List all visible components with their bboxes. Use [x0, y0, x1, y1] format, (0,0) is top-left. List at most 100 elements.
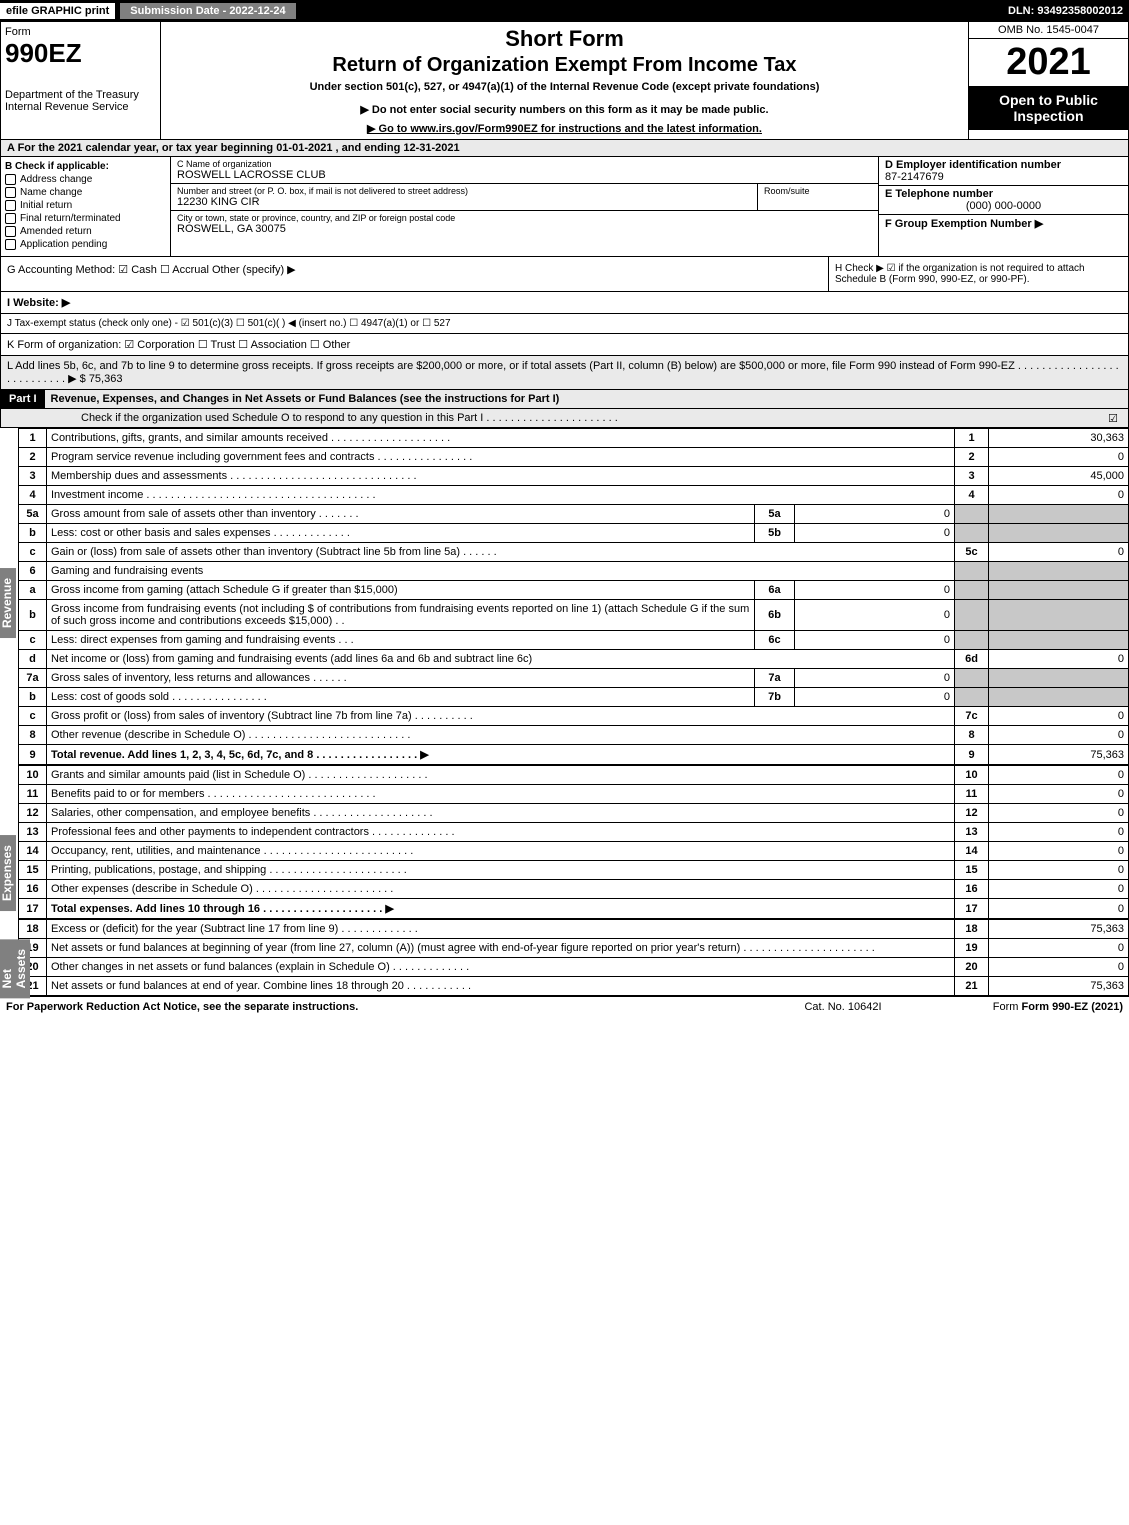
- footer-formref: Form Form 990-EZ (2021): [943, 1001, 1123, 1013]
- line-19: 19Net assets or fund balances at beginni…: [19, 939, 1129, 958]
- part-i-checknote: Check if the organization used Schedule …: [0, 409, 1129, 428]
- dln-label: DLN: 93492358002012: [1008, 5, 1129, 17]
- chk-final-return[interactable]: Final return/terminated: [5, 213, 166, 224]
- line-8: 8Other revenue (describe in Schedule O) …: [19, 726, 1129, 745]
- org-name: ROSWELL LACROSSE CLUB: [177, 169, 872, 181]
- col-b-checkboxes: B Check if applicable: Address change Na…: [1, 157, 171, 256]
- g-accounting: G Accounting Method: ☑ Cash ☐ Accrual Ot…: [1, 257, 828, 291]
- header-right: OMB No. 1545-0047 2021 Open to Public In…: [968, 22, 1128, 139]
- line-5b: bLess: cost or other basis and sales exp…: [19, 524, 1129, 543]
- line-3: 3Membership dues and assessments . . . .…: [19, 467, 1129, 486]
- street-row: Number and street (or P. O. box, if mail…: [171, 184, 878, 211]
- netassets-section: Net Assets 18Excess or (deficit) for the…: [0, 919, 1129, 996]
- line-6: 6Gaming and fundraising events: [19, 562, 1129, 581]
- f-group-exemption: F Group Exemption Number ▶: [879, 215, 1128, 232]
- ssn-note: ▶ Do not enter social security numbers o…: [165, 103, 964, 116]
- tel-val: (000) 000-0000: [885, 200, 1122, 212]
- org-name-lbl: C Name of organization: [177, 159, 872, 169]
- chk-label: Amended return: [20, 226, 92, 237]
- row-i-website: I Website: ▶: [0, 292, 1129, 314]
- line-14: 14Occupancy, rent, utilities, and mainte…: [19, 842, 1129, 861]
- line-10: 10Grants and similar amounts paid (list …: [19, 766, 1129, 785]
- e-telephone: E Telephone number (000) 000-0000: [879, 186, 1128, 215]
- line-12: 12Salaries, other compensation, and empl…: [19, 804, 1129, 823]
- header-left: Form 990EZ Department of the Treasury In…: [1, 22, 161, 139]
- chk-label: Initial return: [20, 200, 72, 211]
- chk-label: Name change: [20, 187, 82, 198]
- row-a-calendar: A For the 2021 calendar year, or tax yea…: [0, 140, 1129, 157]
- submission-date: Submission Date - 2022-12-24: [119, 2, 296, 20]
- omb-number: OMB No. 1545-0047: [969, 22, 1128, 39]
- header-center: Short Form Return of Organization Exempt…: [161, 22, 968, 139]
- line-21: 21Net assets or fund balances at end of …: [19, 977, 1129, 996]
- chk-name-change[interactable]: Name change: [5, 187, 166, 198]
- form-word: Form: [5, 26, 156, 38]
- footer-catno: Cat. No. 10642I: [743, 1001, 943, 1013]
- chk-amended-return[interactable]: Amended return: [5, 226, 166, 237]
- tax-year: 2021: [969, 39, 1128, 86]
- line-13: 13Professional fees and other payments t…: [19, 823, 1129, 842]
- line-4: 4Investment income . . . . . . . . . . .…: [19, 486, 1129, 505]
- line-2: 2Program service revenue including gover…: [19, 448, 1129, 467]
- form-number: 990EZ: [5, 38, 156, 69]
- revenue-side-tab: Revenue: [0, 568, 16, 638]
- row-l-gross-receipts: L Add lines 5b, 6c, and 7b to line 9 to …: [0, 356, 1129, 390]
- chk-application-pending[interactable]: Application pending: [5, 239, 166, 250]
- netassets-side-tab: Net Assets: [0, 939, 30, 998]
- open-public: Open to Public Inspection: [969, 86, 1128, 130]
- part-i-tab: Part I: [1, 390, 45, 408]
- expenses-section: Expenses 10Grants and similar amounts pa…: [0, 765, 1129, 919]
- city-row: City or town, state or province, country…: [171, 211, 878, 237]
- line-15: 15Printing, publications, postage, and s…: [19, 861, 1129, 880]
- form-header: Form 990EZ Department of the Treasury In…: [0, 22, 1129, 140]
- line-17: 17Total expenses. Add lines 10 through 1…: [19, 899, 1129, 919]
- city-lbl: City or town, state or province, country…: [177, 213, 872, 223]
- org-name-row: C Name of organization ROSWELL LACROSSE …: [171, 157, 878, 184]
- checknote-checkbox[interactable]: ☑: [1098, 412, 1128, 425]
- line-20: 20Other changes in net assets or fund ba…: [19, 958, 1129, 977]
- line-5a: 5aGross amount from sale of assets other…: [19, 505, 1129, 524]
- section-bcdef: B Check if applicable: Address change Na…: [0, 157, 1129, 257]
- chk-initial-return[interactable]: Initial return: [5, 200, 166, 211]
- revenue-section: Revenue 1Contributions, gifts, grants, a…: [0, 428, 1129, 765]
- col-def: D Employer identification number 87-2147…: [878, 157, 1128, 256]
- chk-label: Application pending: [20, 239, 107, 250]
- h-check: H Check ▶ ☑ if the organization is not r…: [828, 257, 1128, 291]
- part-i-title: Revenue, Expenses, and Changes in Net As…: [45, 390, 1128, 408]
- line-7b: bLess: cost of goods sold . . . . . . . …: [19, 688, 1129, 707]
- line-6c: cLess: direct expenses from gaming and f…: [19, 631, 1129, 650]
- chk-address-change[interactable]: Address change: [5, 174, 166, 185]
- line-6b: bGross income from fundraising events (n…: [19, 600, 1129, 631]
- line-1: 1Contributions, gifts, grants, and simil…: [19, 429, 1129, 448]
- irs-link: ▶ Go to www.irs.gov/Form990EZ for instru…: [367, 123, 762, 135]
- chk-label: Final return/terminated: [20, 213, 121, 224]
- row-j-tax-exempt: J Tax-exempt status (check only one) - ☑…: [0, 314, 1129, 334]
- goto-note[interactable]: ▶ Go to www.irs.gov/Form990EZ for instru…: [165, 122, 964, 135]
- line-9: 9Total revenue. Add lines 1, 2, 3, 4, 5c…: [19, 745, 1129, 765]
- b-title: B Check if applicable:: [5, 161, 166, 172]
- checknote-text: Check if the organization used Schedule …: [1, 409, 1098, 427]
- top-bar: efile GRAPHIC print Submission Date - 20…: [0, 0, 1129, 22]
- expenses-side-tab: Expenses: [0, 835, 16, 911]
- efile-label[interactable]: efile GRAPHIC print: [0, 3, 115, 19]
- chk-label: Address change: [20, 174, 92, 185]
- d-ein: D Employer identification number 87-2147…: [879, 157, 1128, 186]
- return-title: Return of Organization Exempt From Incom…: [165, 54, 964, 77]
- line-16: 16Other expenses (describe in Schedule O…: [19, 880, 1129, 899]
- dept-label: Department of the Treasury Internal Reve…: [5, 89, 156, 113]
- tel-lbl: E Telephone number: [885, 188, 1122, 200]
- grp-lbl: F Group Exemption Number ▶: [885, 218, 1043, 230]
- room-suite: Room/suite: [758, 184, 878, 210]
- row-k-form-org: K Form of organization: ☑ Corporation ☐ …: [0, 334, 1129, 356]
- room-lbl: Room/suite: [764, 186, 872, 196]
- expenses-table: 10Grants and similar amounts paid (list …: [18, 765, 1129, 919]
- line-5c: cGain or (loss) from sale of assets othe…: [19, 543, 1129, 562]
- footer-right-text: Form 990-EZ (2021): [1022, 1001, 1123, 1013]
- short-form-title: Short Form: [165, 26, 964, 52]
- row-gh: G Accounting Method: ☑ Cash ☐ Accrual Ot…: [0, 257, 1129, 292]
- street-val: 12230 KING CIR: [177, 196, 751, 208]
- revenue-table: 1Contributions, gifts, grants, and simil…: [18, 428, 1129, 765]
- line-11: 11Benefits paid to or for members . . . …: [19, 785, 1129, 804]
- line-6d: dNet income or (loss) from gaming and fu…: [19, 650, 1129, 669]
- col-c-orginfo: C Name of organization ROSWELL LACROSSE …: [171, 157, 878, 256]
